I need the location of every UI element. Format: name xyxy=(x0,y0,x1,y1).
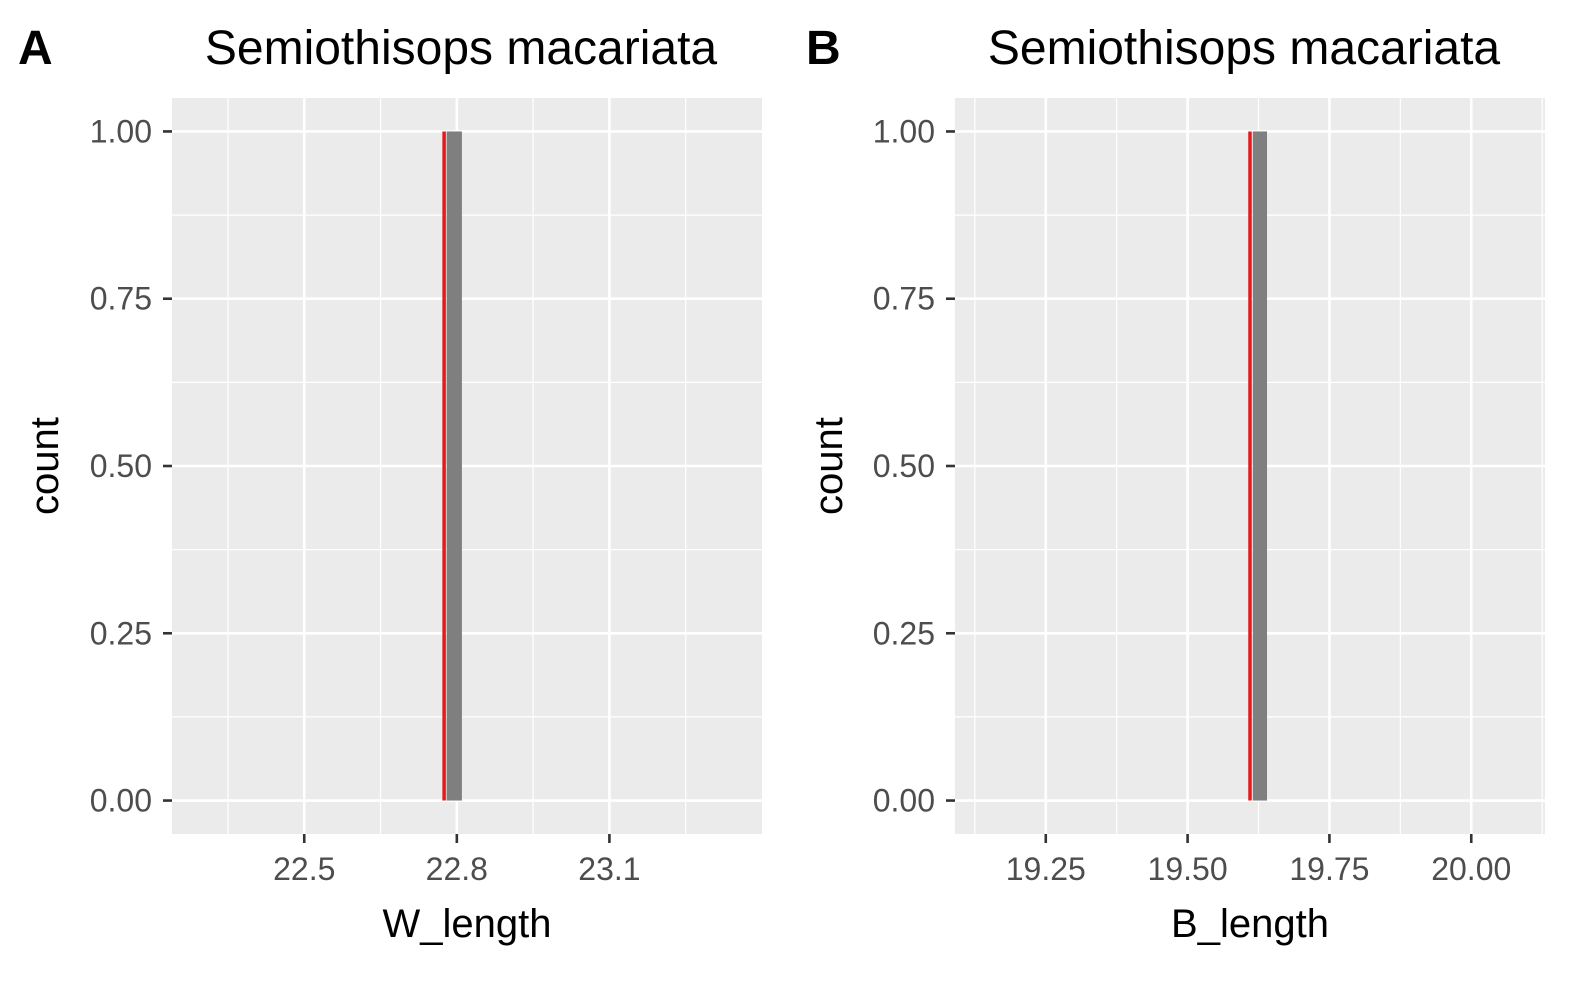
x-tick-label: 19.25 xyxy=(1006,851,1086,887)
x-tick-label: 23.1 xyxy=(578,851,640,887)
y-tick-label: 0.00 xyxy=(873,783,935,819)
y-tick-label: 0.75 xyxy=(873,281,935,317)
y-tick-label: 0.25 xyxy=(873,615,935,651)
x-tick-label: 20.00 xyxy=(1431,851,1511,887)
y-tick-label: 1.00 xyxy=(90,113,152,149)
x-tick-label: 22.8 xyxy=(426,851,488,887)
y-tick-label: 0.50 xyxy=(873,448,935,484)
y-tick-label: 0.75 xyxy=(90,281,152,317)
panel-a: 0.00 0.25 0.50 0.75 1.00 22.5 22.8 23.1 A Semioth… xyxy=(18,22,762,946)
x-tick-label: 19.50 xyxy=(1148,851,1228,887)
y-tick-label: 0.50 xyxy=(90,448,152,484)
x-axis-title: W_length xyxy=(383,902,552,946)
y-axis-title: count xyxy=(807,417,851,515)
chart-title: Semiothisops macariata xyxy=(205,22,718,75)
panel-letter: A xyxy=(18,22,53,75)
panel-letter: B xyxy=(806,22,841,75)
panel-b: 0.00 0.25 0.50 0.75 1.00 19.25 19.50 19.75 20.00… xyxy=(806,22,1545,946)
y-tick-label: 1.00 xyxy=(873,113,935,149)
y-tick-label: 0.00 xyxy=(90,783,152,819)
histogram-bar xyxy=(446,131,462,801)
chart-title: Semiothisops macariata xyxy=(988,22,1501,75)
y-tick-label: 0.25 xyxy=(90,615,152,651)
x-tick-label: 19.75 xyxy=(1289,851,1369,887)
histogram-bar xyxy=(1252,131,1268,801)
y-axis-title: count xyxy=(23,417,67,515)
x-axis-title: B_length xyxy=(1171,902,1329,946)
x-tick-label: 22.5 xyxy=(273,851,335,887)
